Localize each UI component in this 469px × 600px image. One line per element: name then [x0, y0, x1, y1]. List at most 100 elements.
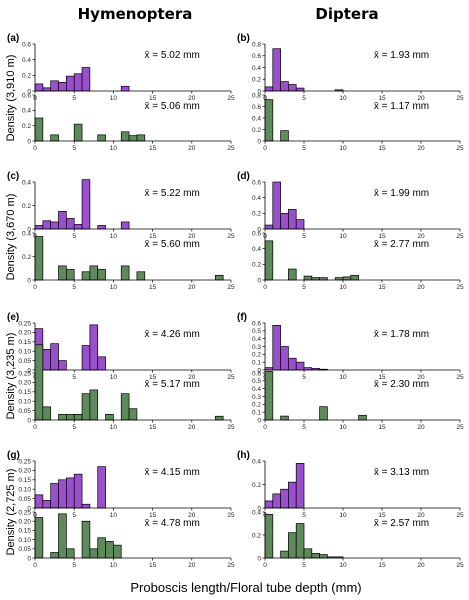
y-tick-label: 0.15	[18, 339, 31, 346]
y-tick-label: 0	[257, 367, 261, 374]
x-tick-label: 15	[149, 424, 157, 431]
histogram-bar	[97, 134, 106, 142]
histogram-bar	[288, 357, 297, 371]
mean-label: x̄ = 5.02 mm	[145, 50, 200, 61]
y-tick-label: 0	[257, 277, 261, 284]
histogram-bar	[264, 513, 274, 559]
x-tick-label: 5	[72, 374, 76, 381]
histogram-bar	[42, 220, 52, 230]
y-tick-label: 0.15	[18, 477, 31, 484]
y-tick-label: 0.4	[22, 230, 31, 237]
histogram-bar	[50, 343, 59, 371]
x-tick-label: 20	[188, 233, 196, 240]
histogram-bar	[105, 414, 114, 421]
histogram-bar	[58, 211, 67, 230]
y-tick-label: 0.2	[252, 482, 261, 489]
mean-label: x̄ = 4.26 mm	[145, 329, 200, 340]
column-title-hymenoptera: Hymenoptera	[78, 5, 193, 23]
histogram-bar	[73, 123, 83, 142]
histogram-bar	[34, 117, 44, 142]
histogram-bar	[280, 81, 289, 92]
x-tick-label: 5	[302, 424, 306, 431]
x-tick-label: 20	[417, 424, 425, 431]
x-tick-label: 20	[188, 284, 196, 291]
histogram-bar	[58, 82, 67, 92]
y-tick-label: 0.20	[18, 468, 31, 475]
x-tick-label: 20	[417, 562, 425, 569]
y-tick-label: 0.25	[18, 370, 31, 377]
y-tick-label: 0	[257, 138, 261, 145]
y-tick-label: 0.10	[18, 487, 31, 494]
y-tick-label: 0	[257, 505, 261, 512]
x-tick-label: 5	[302, 95, 306, 102]
histogram-bar	[34, 225, 44, 230]
y-tick-label: 0.2	[252, 211, 261, 218]
x-axis-title: Proboscis length/Floral tube depth (mm)	[130, 580, 361, 595]
x-tick-label: 10	[110, 562, 118, 569]
y-tick-label: 0.4	[252, 65, 261, 72]
histogram-bar	[34, 494, 44, 509]
y-tick-label: 0	[27, 367, 31, 374]
histogram-bar	[264, 224, 274, 230]
y-tick-label: 0.10	[18, 399, 31, 406]
row-labels: Density (3,910 m) Density (3,670 m) Dens…	[5, 55, 17, 556]
histogram-bar	[58, 513, 67, 559]
x-tick-label: 25	[456, 512, 464, 519]
histogram-bar	[280, 212, 289, 230]
x-tick-label: 20	[188, 374, 196, 381]
histogram-bar	[214, 415, 224, 421]
x-tick-label: 5	[72, 512, 76, 519]
histogram-bar	[73, 414, 83, 421]
x-tick-label: 5	[72, 424, 76, 431]
histogram-floral: 0 0.2 0.4 0 5 10 15 20 25 x̄ = 5.60 mm	[22, 230, 235, 291]
y-tick-label: 0.6	[252, 230, 261, 237]
histogram-floral: 0 0.05 0.10 0.15 0.20 0.25 0 5 10 15 20 25 x̄ = 4.78…	[18, 509, 235, 569]
histogram-bar	[105, 541, 114, 559]
y-tick-label: 0.4	[252, 195, 261, 202]
x-tick-label: 20	[188, 424, 196, 431]
histogram-bar	[295, 87, 305, 92]
y-tick-label: 0	[27, 88, 31, 95]
x-tick-label: 25	[227, 562, 235, 569]
histogram-bar	[280, 130, 289, 142]
x-tick-label: 10	[339, 562, 347, 569]
histogram-bar	[97, 466, 106, 509]
histogram-bar	[81, 520, 91, 559]
y-tick-label: 0.3	[252, 394, 261, 401]
x-tick-label: 15	[378, 284, 386, 291]
x-tick-label: 5	[302, 233, 306, 240]
histogram-bar	[50, 552, 59, 559]
histogram-bar	[295, 463, 305, 509]
x-tick-label: 10	[110, 424, 118, 431]
histogram-floral: 0 0.2 0.4 0.6 0 5 10 15 20 25 x̄ = 5.06 mm	[22, 92, 235, 152]
histogram-bar	[58, 414, 67, 421]
y-tick-label: 0.10	[18, 537, 31, 544]
y-tick-label: 0.2	[252, 532, 261, 539]
histogram-bar	[264, 240, 274, 281]
y-tick-label: 0.8	[252, 92, 261, 99]
x-tick-label: 5	[302, 145, 306, 152]
histogram-bar	[264, 500, 274, 509]
histogram-bar	[120, 131, 130, 142]
histogram-floral: 00.050.100.150.200.250 5 10 15 20 25x̄ = 5.17…	[18, 344, 235, 431]
x-tick-label: 0	[263, 284, 267, 291]
histogram-bar	[81, 271, 91, 281]
panel-a: (a)00.20.40.60 5 10 15 20 25x̄ = 5.02 mm00.20…	[7, 33, 235, 152]
histogram-bar	[280, 488, 289, 509]
panel-letter: (a)	[7, 33, 19, 44]
panel-b: (b)00.20.40.60.80 5 10 15 20 25x̄ = 1.93 mm00…	[237, 33, 464, 152]
x-tick-label: 20	[417, 95, 425, 102]
histogram-bar	[120, 85, 130, 92]
histogram-bar	[319, 406, 328, 421]
histogram-bar	[66, 477, 75, 509]
histogram-bar	[319, 554, 328, 559]
x-tick-label: 10	[110, 284, 118, 291]
x-tick-label: 10	[339, 374, 347, 381]
histogram-bar	[42, 500, 52, 509]
x-tick-label: 15	[378, 95, 386, 102]
y-tick-label: 0.5	[252, 328, 261, 335]
histogram-bar	[120, 221, 130, 230]
histogram-bar	[81, 179, 91, 230]
histogram-bar	[66, 218, 75, 230]
